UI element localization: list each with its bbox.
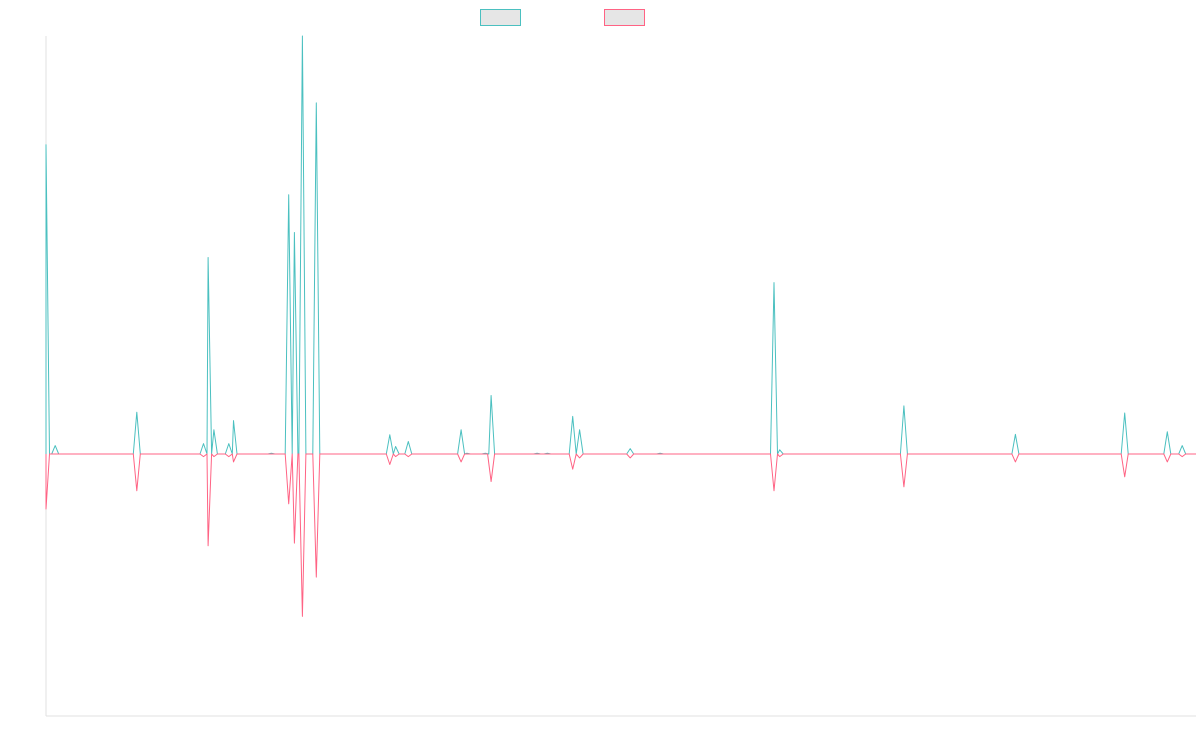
series-1-point-13[interactable]	[313, 100, 319, 106]
series-1-point-18[interactable]	[464, 450, 470, 456]
series-1-point-27[interactable]	[771, 280, 777, 286]
series-1-point-29[interactable]	[901, 403, 907, 409]
series-2-point-24[interactable]	[1122, 474, 1128, 480]
series-2-point-13[interactable]	[393, 454, 399, 460]
series-1-point-16[interactable]	[405, 439, 411, 445]
series-2-point-6[interactable]	[226, 454, 232, 460]
series-1-point-7[interactable]	[226, 441, 232, 447]
series-1-point-17[interactable]	[458, 427, 464, 433]
series-2-point-5[interactable]	[211, 454, 217, 460]
series-line-1	[45, 35, 1196, 455]
series-1-point-14[interactable]	[387, 432, 393, 438]
series-1-point-2[interactable]	[52, 443, 58, 449]
series-1-point-6[interactable]	[211, 427, 217, 433]
series-2-point-16[interactable]	[488, 479, 494, 485]
series-line-2	[45, 453, 1196, 617]
series-2-point-11[interactable]	[313, 574, 319, 580]
series-2-point-9[interactable]	[291, 540, 297, 546]
series-2-point-21[interactable]	[777, 454, 783, 460]
legend-box-2[interactable]	[604, 9, 645, 26]
series-1-point-33[interactable]	[1179, 443, 1185, 449]
series-2-point-12[interactable]	[387, 462, 393, 468]
series-1-point-9[interactable]	[268, 450, 274, 456]
series-2-point-7[interactable]	[231, 459, 237, 465]
series-1-point-23[interactable]	[570, 413, 576, 419]
series-1-point-1[interactable]	[43, 142, 49, 148]
series-1-point-3[interactable]	[134, 409, 140, 415]
series-2-point-3[interactable]	[201, 454, 207, 460]
series-2-point-15[interactable]	[458, 459, 464, 465]
series-1-point-4[interactable]	[201, 441, 207, 447]
series-1-point-25[interactable]	[627, 446, 633, 452]
series-1-point-31[interactable]	[1122, 410, 1128, 416]
series-2-point-1[interactable]	[43, 506, 49, 512]
legend	[480, 9, 645, 26]
series-2-point-23[interactable]	[1012, 459, 1018, 465]
series-1-point-28[interactable]	[777, 447, 783, 453]
series-2-point-19[interactable]	[627, 455, 633, 461]
series-group	[43, 33, 1196, 619]
series-1-point-12[interactable]	[299, 33, 305, 39]
series-1-point-24[interactable]	[577, 427, 583, 433]
series-2-point-14[interactable]	[405, 454, 411, 460]
series-1-point-15[interactable]	[393, 444, 399, 450]
series-1-point-30[interactable]	[1012, 431, 1018, 437]
series-1-point-26[interactable]	[657, 450, 663, 456]
series-2-point-10[interactable]	[299, 613, 305, 619]
legend-box-1[interactable]	[480, 9, 521, 26]
series-2-point-26[interactable]	[1179, 454, 1185, 460]
series-1-point-32[interactable]	[1164, 429, 1170, 435]
axes	[45, 36, 1196, 717]
series-2-point-2[interactable]	[134, 488, 140, 494]
series-2-point-20[interactable]	[771, 488, 777, 494]
series-1-point-20[interactable]	[488, 393, 494, 399]
series-2-point-4[interactable]	[205, 543, 211, 549]
series-1-point-11[interactable]	[291, 230, 297, 236]
series-1-point-10[interactable]	[286, 192, 292, 198]
series-1-point-21[interactable]	[534, 450, 540, 456]
series-2-point-17[interactable]	[570, 466, 576, 472]
series-2-point-18[interactable]	[577, 455, 583, 461]
series-1-point-5[interactable]	[205, 255, 211, 261]
series-2-point-22[interactable]	[901, 484, 907, 490]
series-2-point-25[interactable]	[1164, 459, 1170, 465]
series-1-point-22[interactable]	[544, 450, 550, 456]
series-2-point-8[interactable]	[286, 501, 292, 507]
series-1-point-8[interactable]	[231, 418, 237, 424]
